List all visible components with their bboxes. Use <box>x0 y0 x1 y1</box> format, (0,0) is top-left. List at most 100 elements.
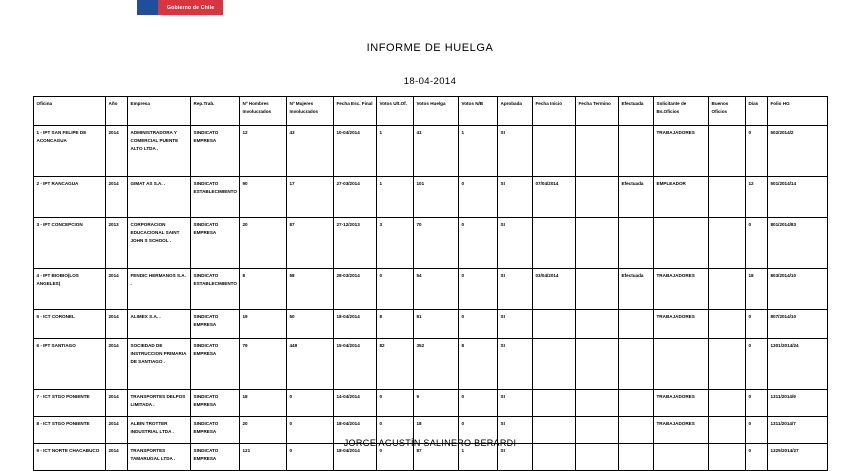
cell-hombres: 79 <box>239 338 287 390</box>
report-table-wrapper: Oficina Año Empresa Rep.Trab. Nº Hombres… <box>33 96 828 471</box>
cell-buenos-oficios <box>708 268 746 310</box>
cell-buenos-oficios <box>708 176 746 218</box>
cell-mujeres: 58 <box>286 268 334 310</box>
cell-mujeres: 50 <box>286 309 334 339</box>
cell-empresa: TRANSPORTES DELPOS LIMITADA . <box>127 389 191 417</box>
cell-mujeres: 0 <box>286 416 334 444</box>
cell-fecha-inicio <box>532 125 576 177</box>
cell-votos-ult-of: 0 <box>376 389 414 417</box>
cell-folio-hg: 1311/2014/9 <box>767 389 828 417</box>
cell-fecha-inicio <box>532 338 576 390</box>
cell-dias: 0 <box>745 309 768 339</box>
col-votos-ult-of: Votos Ult.Of. <box>376 96 414 126</box>
logo-blue-block <box>137 0 158 15</box>
cell-solicitante: TRABAJADORES <box>653 309 709 339</box>
cell-votos-nb: 8 <box>458 338 498 390</box>
cell-votos-nb: 0 <box>458 389 498 417</box>
col-hombres: Nº Hombres Involucrados <box>239 96 287 126</box>
cell-folio-hg: 807/2014/10 <box>767 309 828 339</box>
table-header-row: Oficina Año Empresa Rep.Trab. Nº Hombres… <box>33 96 828 126</box>
huelga-report-table: Oficina Año Empresa Rep.Trab. Nº Hombres… <box>33 96 828 471</box>
cell-fecha-termino <box>575 389 619 417</box>
cell-fecha-termino <box>575 125 619 177</box>
cell-votos-nb: 1 <box>458 125 498 177</box>
cell-votos-huelga: 18 <box>413 416 459 444</box>
cell-mujeres: 0 <box>286 389 334 417</box>
table-row: 5 - ICT CORONEL 2014 ALIMEX S.A. . SINDI… <box>33 309 828 339</box>
cell-hombres: 20 <box>239 416 287 444</box>
cell-fecha-esc-final: 28-03/2014 <box>333 268 377 310</box>
cell-anio: 2014 <box>105 389 128 417</box>
cell-dias: 0 <box>745 217 768 269</box>
cell-fecha-esc-final: 10-04/2014 <box>333 125 377 177</box>
table-row: 4 - IPT BIOBIO(LOS ANGELES) 2014 FENDIC … <box>33 268 828 310</box>
col-efectuada: Efectuada <box>618 96 654 126</box>
cell-hombres: 8 <box>239 268 287 310</box>
cell-aprobada: SI <box>497 338 533 390</box>
col-empresa: Empresa <box>127 96 191 126</box>
table-row: 1 - IPT SAN FELIPE DE ACONCAGUA 2014 ADM… <box>33 125 828 177</box>
cell-fecha-inicio <box>532 389 576 417</box>
table-row: 6 - IPT SANTIAGO 2014 SOCIEDAD DE INSTRU… <box>33 338 828 390</box>
cell-rep-trab: SINDICATO ESTABLECIMIENTO <box>190 176 240 218</box>
cell-buenos-oficios <box>708 338 746 390</box>
cell-rep-trab: SINDICATO EMPRESA <box>190 389 240 417</box>
col-folio-hg: Folio HG <box>767 96 828 126</box>
col-solicitante: Solicitante de Bs.Oficios <box>653 96 709 126</box>
cell-efectuada: Efectuada <box>618 176 654 218</box>
cell-anio: 2014 <box>105 268 128 310</box>
cell-efectuada <box>618 338 654 390</box>
col-mujeres: Nº Mujeres Involucrados <box>286 96 334 126</box>
report-date: 18-04-2014 <box>403 76 457 87</box>
cell-efectuada <box>618 309 654 339</box>
cell-votos-ult-of: 1 <box>376 176 414 218</box>
cell-dias: 12 <box>745 176 768 218</box>
cell-fecha-termino <box>575 176 619 218</box>
table-row: 3 - IPT CONCEPCION 2013 CORPORACION EDUC… <box>33 217 828 269</box>
cell-votos-ult-of: 8 <box>376 309 414 339</box>
cell-votos-nb: 0 <box>458 176 498 218</box>
col-votos-nb: Votos N/B <box>458 96 498 126</box>
cell-folio-hg: 501/2014/14 <box>767 176 828 218</box>
cell-fecha-inicio: 03/04/2014 <box>532 268 576 310</box>
cell-aprobada: SI <box>497 217 533 269</box>
cell-anio: 2014 <box>105 176 128 218</box>
cell-empresa: CORPORACION EDUCACIONAL SAINT JOHN S SCH… <box>127 217 191 269</box>
cell-votos-huelga: 41 <box>413 125 459 177</box>
cell-efectuada <box>618 217 654 269</box>
cell-votos-huelga: 81 <box>413 309 459 339</box>
cell-votos-nb: 0 <box>458 309 498 339</box>
cell-empresa: FENDIC HERMANOS S.A. . <box>127 268 191 310</box>
signatory-name: JORGE AGUSTÍN SALINERO BERARDI <box>343 438 517 448</box>
cell-anio: 2014 <box>105 338 128 390</box>
cell-hombres: 12 <box>239 125 287 177</box>
cell-fecha-termino <box>575 416 619 444</box>
cell-mujeres: 449 <box>286 338 334 390</box>
col-buenos-oficios: Buenos Oficios <box>708 96 746 126</box>
cell-fecha-esc-final: 15-04/2014 <box>333 338 377 390</box>
cell-dias: 0 <box>745 338 768 390</box>
cell-votos-huelga: 101 <box>413 176 459 218</box>
logo-label: Gobierno de Chile <box>158 0 224 15</box>
cell-votos-huelga: 352 <box>413 338 459 390</box>
cell-rep-trab: SINDICATO EMPRESA <box>190 125 240 177</box>
cell-fecha-termino <box>575 217 619 269</box>
cell-dias: 0 <box>745 125 768 177</box>
cell-buenos-oficios <box>708 217 746 269</box>
cell-mujeres: 17 <box>286 176 334 218</box>
table-row: 7 - ICT STGO PONIENTE 2014 TRANSPORTES D… <box>33 389 828 417</box>
cell-hombres: 19 <box>239 309 287 339</box>
cell-fecha-termino <box>575 309 619 339</box>
cell-fecha-esc-final: 27-03/2014 <box>333 176 377 218</box>
cell-fecha-inicio <box>532 416 576 444</box>
table-row: 2 - IPT RANCAGUA 2014 GIMAT AS S.A. . SI… <box>33 176 828 218</box>
page-title: INFORME DE HUELGA <box>366 42 494 54</box>
cell-votos-nb: 0 <box>458 268 498 310</box>
cell-empresa: ADMINISTRADORA Y COMERCIAL PUENTE ALTO L… <box>127 125 191 177</box>
cell-rep-trab: SINDICATO EMPRESA <box>190 217 240 269</box>
cell-votos-huelga: 70 <box>413 217 459 269</box>
cell-folio-hg: 803/2014/10 <box>767 268 828 310</box>
cell-efectuada <box>618 125 654 177</box>
cell-dias: 18 <box>745 268 768 310</box>
cell-oficina: 3 - IPT CONCEPCION <box>33 217 106 269</box>
